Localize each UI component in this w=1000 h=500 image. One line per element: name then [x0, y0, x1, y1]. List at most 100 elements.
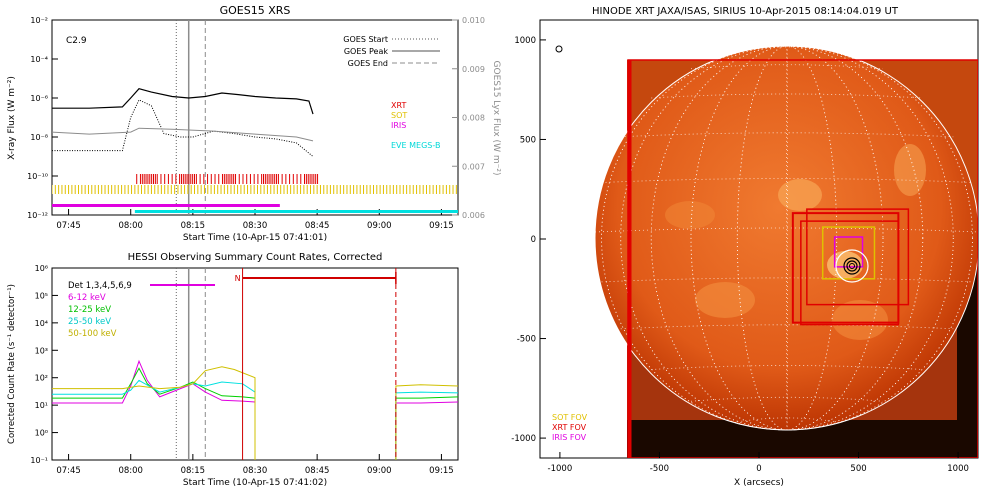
- fov-box-iris: [833, 236, 864, 268]
- sun-x-ticks: -1000 -500 0 500 1000: [548, 452, 969, 474]
- legend-sot-fov: SOT FOV: [552, 413, 588, 422]
- goes-xtick-label: 08:30: [243, 221, 268, 231]
- goes-ytick-label: 10⁻¹⁰: [27, 172, 48, 181]
- sun-xtick-label: 500: [850, 464, 866, 474]
- hessi-xtick-label: 07:45: [56, 466, 81, 476]
- contour-marker: [555, 45, 563, 53]
- sun-ytick-label: -1000: [511, 434, 536, 444]
- goes-x-ticks: 07:45 08:00 08:15 08:30 08:45 09:00 09:15: [56, 209, 454, 231]
- hessi-series-25-50-keV: [52, 379, 256, 460]
- longitude-line: [650, 45, 924, 431]
- hessi-title: HESSI Observing Summary Count Rates, Cor…: [128, 252, 383, 263]
- goes-ytick-label: 10⁻⁴: [30, 55, 48, 64]
- fov-legend: SOT FOV XRT FOV IRIS FOV: [552, 413, 588, 442]
- hessi-ytick-label: 10⁵: [35, 291, 48, 300]
- hessi-xtick-label: 08:00: [118, 466, 143, 476]
- sun-xtick-label: 0: [756, 464, 761, 474]
- goes-ytick-label: 10⁻⁸: [30, 133, 48, 142]
- goes-ylabel: X-ray Flux (W m⁻²): [7, 76, 17, 160]
- hessi-y-ticks: 10⁻¹ 10⁰ 10¹ 10² 10³ 10⁴ 10⁵ 10⁶: [30, 264, 58, 465]
- fov-box-sot: [821, 226, 876, 280]
- goes-series: [52, 88, 314, 157]
- goes-y2label: GOES15 Lyx Flux (W m⁻²): [491, 61, 501, 176]
- goes-y2tick-label: 0.008: [462, 114, 485, 123]
- hessi-ytick-label: 10⁰: [35, 429, 48, 438]
- hessi-ytick-label: 10⁶: [35, 264, 48, 273]
- sun-xlabel: X (arcsecs): [734, 478, 784, 488]
- legend-sot: SOT: [391, 111, 407, 120]
- sun-ytick-label: 1000: [514, 36, 536, 46]
- hessi-series-after-50-100-keV: [395, 384, 458, 460]
- goes-xtick-label: 08:00: [118, 221, 143, 231]
- sun-image: [555, 45, 978, 458]
- goes-y2tick-label: 0.006: [462, 211, 485, 220]
- legend-12-25: 12-25 keV: [68, 305, 111, 315]
- hessi-xtick-label: 08:15: [181, 466, 206, 476]
- goes-instrument-coverage: [52, 174, 458, 213]
- hessi-legend: Det 1,3,4,5,6,9 6-12 keV 12-25 keV 25-50…: [68, 281, 215, 339]
- disk-features: [665, 144, 926, 340]
- hessi-ylabel: Corrected Count Rate (s⁻¹ detector⁻¹): [7, 284, 17, 444]
- goes-xlabel: Start Time (10-Apr-15 07:41:01): [183, 233, 327, 243]
- sun-xtick-label: -500: [650, 464, 669, 474]
- hessi-series-after-6-12-keV: [395, 401, 458, 460]
- sun-ytick-label: -500: [517, 335, 536, 345]
- xrt-image-outline: [627, 59, 978, 458]
- hessi-ytick-label: 10³: [35, 346, 48, 355]
- hessi-ytick-label: 10⁴: [35, 319, 48, 328]
- hessi-xtick-label: 09:15: [429, 466, 454, 476]
- sun-y-ticks: 1000 500 0 -500 -1000: [511, 36, 546, 444]
- goes-instrument-legend: XRT SOT IRIS EVE MEGS-B: [391, 101, 440, 150]
- legend-25-50: 25-50 keV: [68, 317, 111, 327]
- hessi-ytick-label: 10¹: [35, 401, 48, 410]
- legend-eve: EVE MEGS-B: [391, 141, 440, 150]
- fov-boxes: [791, 208, 910, 326]
- legend-iris: IRIS: [391, 121, 406, 130]
- latitude-line: [690, 64, 884, 70]
- hessi-ytick-label: 10⁻¹: [30, 456, 48, 465]
- hessi-marker-lines: [175, 268, 206, 460]
- fov-box-xrt-3: [806, 208, 910, 306]
- sun-panel: HINODE XRT JAXA/ISAS, SIRIUS 10-Apr-2015…: [511, 6, 979, 488]
- goes-y2tick-label: 0.009: [462, 65, 485, 74]
- hessi-xtick-label: 09:00: [367, 466, 392, 476]
- hessi-series-6-12-keV: [52, 359, 256, 460]
- hessi-xtick-label: 08:45: [305, 466, 330, 476]
- goes-y2tick-label: 0.010: [462, 16, 485, 25]
- legend-6-12: 6-12 keV: [68, 293, 106, 303]
- hessi-xtick-label: 08:30: [243, 466, 268, 476]
- legend-xrt: XRT: [391, 101, 406, 110]
- goes-y-ticks: 10⁻¹² 10⁻¹⁰ 10⁻⁸ 10⁻⁶ 10⁻⁴ 10⁻²: [27, 16, 58, 220]
- eve-coverage-bar: [134, 210, 458, 213]
- goes-xtick-label: 08:15: [181, 221, 206, 231]
- goes-title: GOES15 XRS: [220, 4, 291, 17]
- legend-goes-peak: GOES Peak: [344, 47, 389, 56]
- night-label: N: [235, 274, 241, 283]
- legend-50-100: 50-100 keV: [68, 329, 117, 339]
- hessi-series-after-12-25-keV: [395, 396, 458, 460]
- latitude-line: [594, 227, 978, 233]
- legend-goes-start: GOES Start: [343, 35, 388, 44]
- goes-panel: GOES15 XRS 10⁻¹² 10⁻¹⁰ 10⁻⁸ 10⁻⁶ 10⁻⁴ 10⁻² 0.…: [7, 4, 501, 243]
- legend-iris-fov: IRIS FOV: [552, 433, 587, 442]
- goes-ytick-label: 10⁻¹²: [27, 211, 48, 220]
- sun-title: HINODE XRT JAXA/ISAS, SIRIUS 10-Apr-2015…: [592, 6, 899, 17]
- goes-xtick-label: 09:00: [367, 221, 392, 231]
- fov-box-xrt-2: [800, 220, 900, 326]
- hessi-panel: HESSI Observing Summary Count Rates, Cor…: [7, 252, 459, 488]
- hessi-night-interval: N: [235, 268, 397, 460]
- iris-coverage-bar: [52, 204, 280, 207]
- goes-y2tick-label: 0.007: [462, 162, 485, 171]
- solar-disk: [595, 46, 978, 430]
- goes-class-label: C2.9: [66, 36, 87, 46]
- goes-xtick-label: 08:45: [305, 221, 330, 231]
- goes-y2-ticks: 0.006 0.007 0.008 0.009 0.010: [452, 16, 485, 220]
- goes-legend: GOES Start GOES Peak GOES End: [343, 35, 440, 68]
- legend-goes-end: GOES End: [348, 59, 388, 68]
- hessi-series-50-100-keV: [52, 366, 256, 460]
- hessi-xlabel: Start Time (10-Apr-15 07:41:02): [183, 478, 327, 488]
- sun-xtick-label: -1000: [548, 464, 573, 474]
- solar-limb: [594, 45, 978, 431]
- goes-ytick-label: 10⁻²: [30, 16, 48, 25]
